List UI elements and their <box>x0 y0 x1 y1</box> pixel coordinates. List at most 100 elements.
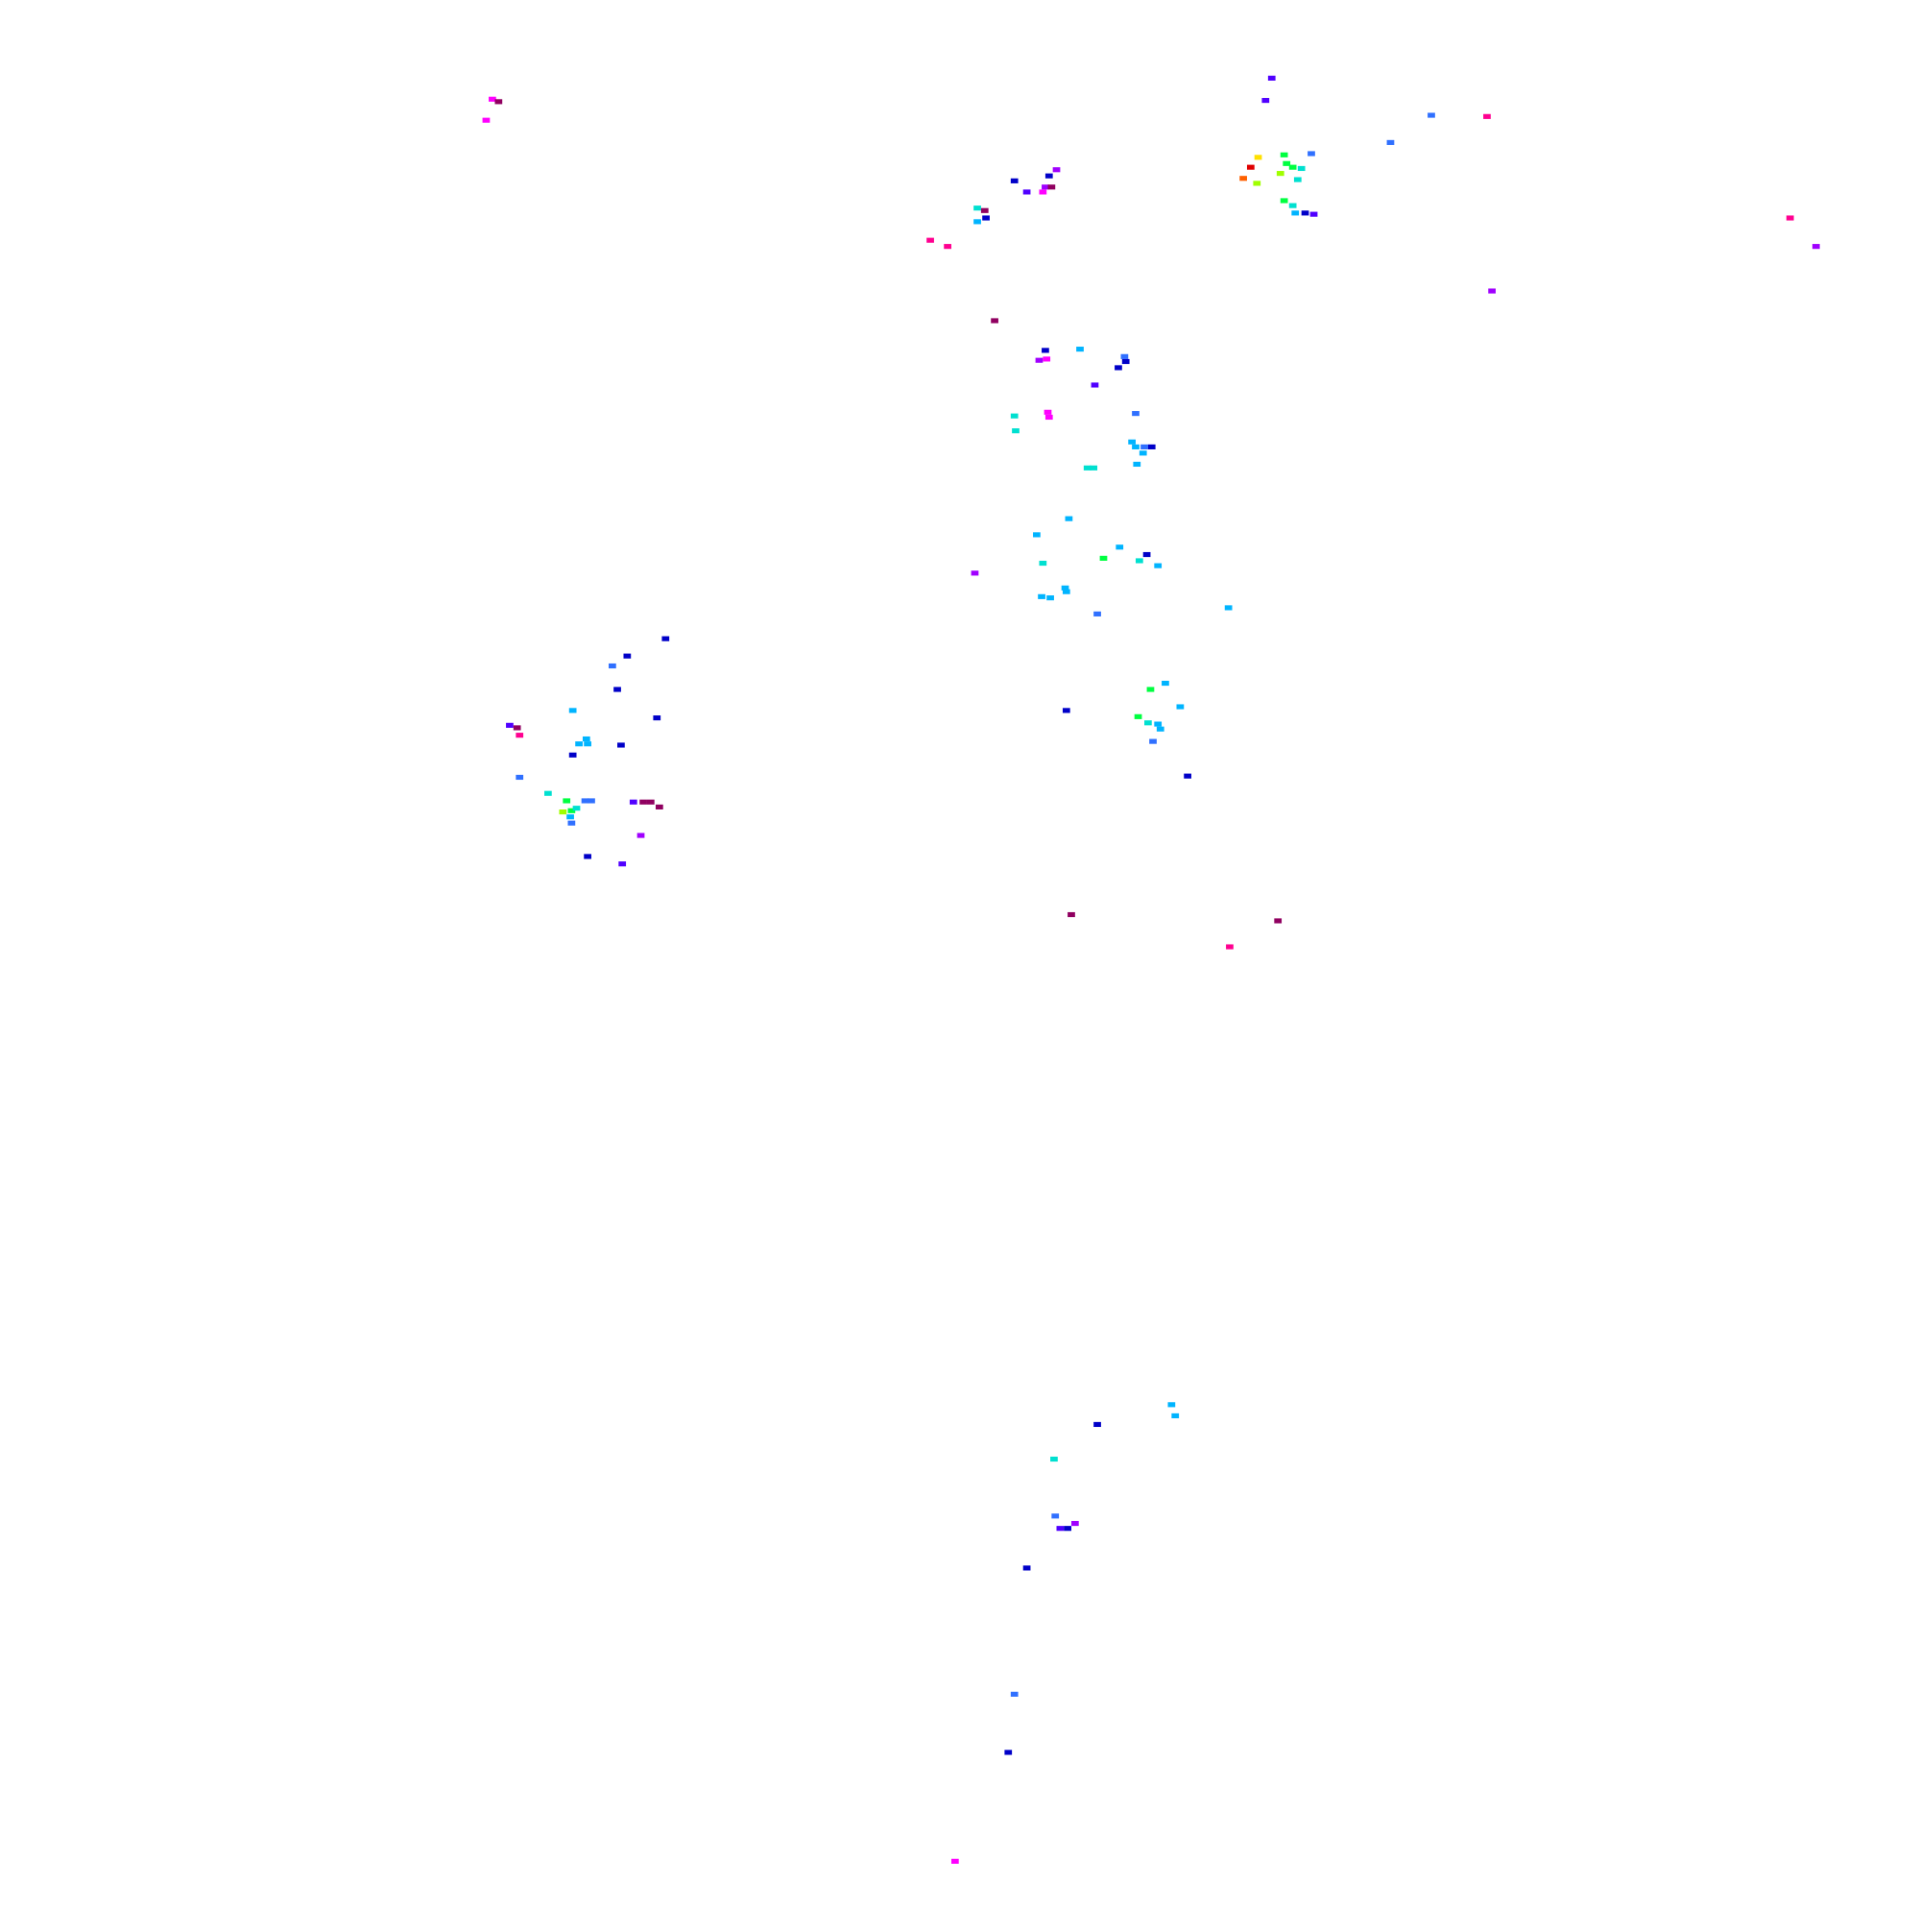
map-point-marker <box>1043 356 1051 362</box>
map-point-marker <box>506 722 514 728</box>
map-point-marker <box>563 798 571 804</box>
map-point-marker <box>489 96 496 102</box>
map-point-marker <box>1064 1526 1071 1532</box>
map-point-marker <box>1184 773 1191 779</box>
map-point-marker <box>1128 439 1136 445</box>
map-point-marker <box>584 854 591 859</box>
map-point-marker <box>1488 288 1496 294</box>
map-point-marker <box>1062 708 1070 713</box>
map-point-marker <box>1115 365 1122 371</box>
map-point-marker <box>646 799 655 805</box>
map-point-marker <box>1042 348 1049 353</box>
map-point-marker <box>1154 563 1163 568</box>
map-point-marker <box>584 741 591 747</box>
map-point-marker <box>1274 918 1283 924</box>
map-point-marker <box>1121 358 1130 365</box>
map-point-marker <box>568 708 577 713</box>
map-point-marker <box>1386 139 1395 145</box>
map-point-marker <box>1301 210 1309 216</box>
map-point-marker <box>636 833 645 838</box>
map-point-marker <box>1308 151 1315 157</box>
map-point-marker <box>1812 244 1820 250</box>
map-point-marker <box>1070 1520 1079 1527</box>
map-point-marker <box>617 742 625 748</box>
map-point-marker <box>1239 176 1247 181</box>
map-point-marker <box>1047 184 1056 190</box>
map-point-marker <box>568 752 577 758</box>
map-point-marker <box>1156 726 1164 732</box>
map-point-marker <box>1050 1456 1058 1462</box>
map-point-marker <box>1099 555 1108 561</box>
map-point-marker <box>982 215 990 221</box>
map-point-marker <box>944 244 951 250</box>
map-point-marker <box>1139 450 1147 456</box>
map-point-marker <box>1224 605 1233 611</box>
map-point-marker <box>1090 465 1098 471</box>
map-point-marker <box>567 808 576 813</box>
map-point-marker <box>1135 558 1143 564</box>
map-point-marker <box>1171 1413 1180 1419</box>
map-point-marker <box>1154 721 1163 727</box>
map-point-marker <box>482 117 491 123</box>
map-point-marker <box>575 741 583 747</box>
map-point-marker <box>1267 75 1276 81</box>
map-point-marker <box>1116 544 1124 550</box>
map-point-marker <box>1176 704 1185 710</box>
map-point-marker <box>1039 189 1047 195</box>
map-point-marker <box>1288 203 1297 208</box>
map-point-marker <box>1010 178 1019 183</box>
map-point-marker <box>513 725 521 731</box>
map-point-marker <box>653 715 661 721</box>
map-point-marker <box>1044 173 1053 179</box>
map-point-marker <box>1133 461 1141 468</box>
map-point-marker <box>1039 560 1047 567</box>
map-point-marker <box>1035 357 1044 363</box>
map-point-marker <box>1044 414 1053 421</box>
map-point-marker <box>1044 409 1052 415</box>
map-point-marker <box>1046 595 1054 601</box>
map-point-marker <box>1291 210 1300 216</box>
map-point-marker <box>639 799 647 805</box>
map-point-marker <box>1280 198 1288 204</box>
map-point-marker <box>1428 112 1435 118</box>
map-point-marker <box>1146 687 1155 692</box>
map-point-marker <box>973 205 981 211</box>
map-point-marker <box>1132 411 1140 417</box>
map-point-marker <box>1132 444 1140 449</box>
map-point-marker <box>1297 165 1306 172</box>
map-point-marker <box>1061 585 1069 591</box>
map-point-marker <box>1042 184 1049 190</box>
map-point-marker <box>1288 164 1297 170</box>
map-point-marker <box>1293 177 1302 182</box>
map-point-marker <box>1022 189 1031 195</box>
map-point-marker <box>1022 1565 1031 1571</box>
map-point-marker <box>1076 347 1084 352</box>
map-point-marker <box>1246 164 1255 170</box>
map-point-marker <box>1091 382 1099 388</box>
map-point-marker <box>971 570 979 576</box>
map-point-marker <box>1140 444 1148 449</box>
map-point-marker <box>1142 551 1151 558</box>
map-point-marker <box>661 636 670 641</box>
map-point-marker <box>1004 1750 1013 1755</box>
map-point-marker <box>926 237 934 243</box>
map-point-marker <box>655 804 663 809</box>
map-point-marker <box>1253 181 1261 186</box>
map-point-marker <box>494 99 503 105</box>
map-point-marker <box>1162 680 1169 687</box>
map-point-marker <box>1261 98 1270 104</box>
map-point-marker <box>1786 215 1794 221</box>
map-point-marker <box>516 733 524 738</box>
map-point-marker <box>1280 152 1288 157</box>
map-point-marker <box>1120 353 1129 359</box>
map-point-marker <box>980 207 989 213</box>
map-point-marker <box>516 774 524 781</box>
map-point-marker <box>1065 516 1073 521</box>
map-point-marker <box>1012 428 1020 434</box>
map-point-marker <box>609 663 616 669</box>
map-point-marker <box>950 1858 959 1864</box>
map-point-marker <box>544 790 552 796</box>
map-point-marker <box>618 861 627 867</box>
map-point-marker <box>1167 1402 1176 1408</box>
